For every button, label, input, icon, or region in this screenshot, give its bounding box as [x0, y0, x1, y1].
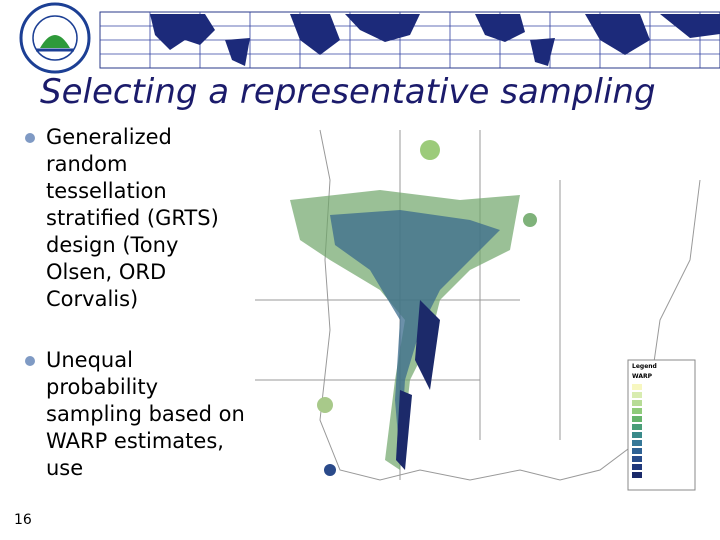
- map-density: [290, 140, 537, 476]
- bullet-text: Unequal probability sampling based on WA…: [46, 348, 245, 480]
- legend-subtitle: WARP: [632, 373, 653, 380]
- bullet-dot: [25, 356, 35, 366]
- page-number: 16: [14, 512, 32, 528]
- logo-flower: [40, 35, 70, 48]
- legend-title: Legend: [632, 363, 657, 370]
- banner-continents: [150, 14, 720, 66]
- slide-title: Selecting a representative sampling: [40, 72, 656, 112]
- bullet-text: Generalized random tessellation stratifi…: [46, 125, 219, 311]
- legend-swatches: [632, 384, 642, 478]
- bullet-dot: [25, 133, 35, 143]
